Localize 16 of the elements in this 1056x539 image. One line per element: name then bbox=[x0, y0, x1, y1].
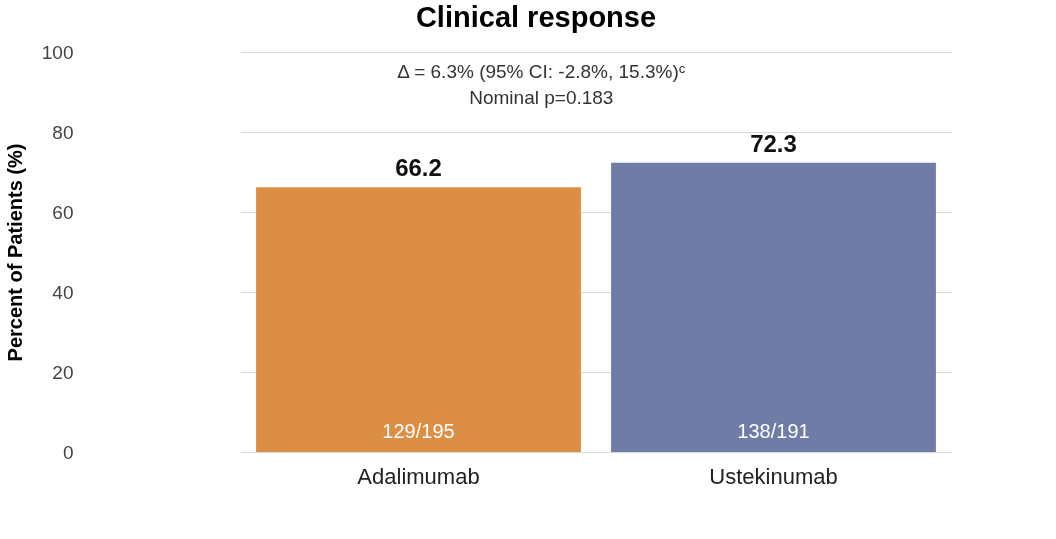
annotation: Nominal p=0.183 bbox=[469, 87, 614, 108]
x-tick-label: Adalimumab bbox=[357, 463, 480, 489]
annotation: Δ = 6.3% (95% CI: -2.8%, 15.3%)ᶜ bbox=[397, 61, 686, 82]
y-tick-label: 40 bbox=[52, 281, 74, 303]
chart-title: Clinical response bbox=[415, 1, 657, 33]
y-tick-label: 20 bbox=[52, 361, 74, 383]
y-tick-label: 60 bbox=[52, 201, 74, 223]
data-label: 72.3 bbox=[750, 129, 797, 157]
y-tick-label: 80 bbox=[52, 121, 74, 143]
data-label: 66.2 bbox=[395, 154, 442, 182]
y-tick-label: 0 bbox=[62, 441, 74, 463]
annotation: 129/195 bbox=[382, 420, 455, 442]
x-tick-label: Ustekinumab bbox=[709, 463, 838, 489]
y-axis-title: Percent of Patients (%) bbox=[3, 143, 26, 362]
annotation: 138/191 bbox=[737, 420, 810, 442]
y-tick-label: 100 bbox=[41, 41, 74, 63]
